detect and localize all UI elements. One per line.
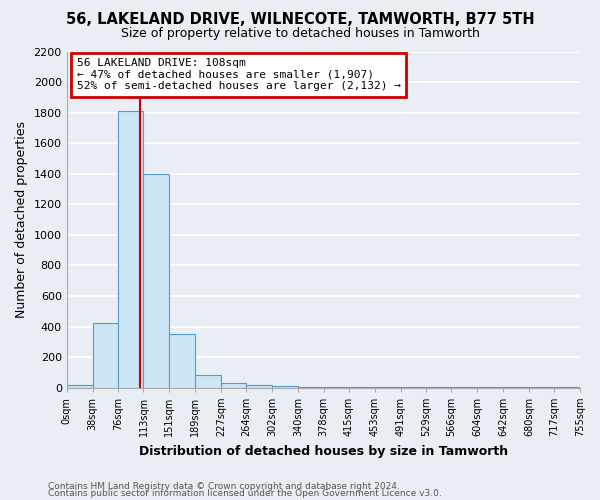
Bar bbox=[272, 386, 298, 388]
Bar bbox=[92, 322, 118, 388]
Text: 56 LAKELAND DRIVE: 108sqm
← 47% of detached houses are smaller (1,907)
52% of se: 56 LAKELAND DRIVE: 108sqm ← 47% of detac… bbox=[77, 58, 401, 92]
Bar bbox=[246, 386, 272, 388]
Text: Contains public sector information licensed under the Open Government Licence v3: Contains public sector information licen… bbox=[48, 490, 442, 498]
Bar bbox=[195, 376, 221, 388]
X-axis label: Distribution of detached houses by size in Tamworth: Distribution of detached houses by size … bbox=[139, 444, 508, 458]
Text: Size of property relative to detached houses in Tamworth: Size of property relative to detached ho… bbox=[121, 28, 479, 40]
Bar bbox=[143, 174, 169, 388]
Bar bbox=[221, 383, 246, 388]
Text: Contains HM Land Registry data © Crown copyright and database right 2024.: Contains HM Land Registry data © Crown c… bbox=[48, 482, 400, 491]
Bar bbox=[67, 384, 92, 388]
Y-axis label: Number of detached properties: Number of detached properties bbox=[15, 121, 28, 318]
Bar bbox=[169, 334, 195, 388]
Bar bbox=[298, 387, 323, 388]
Text: 56, LAKELAND DRIVE, WILNECOTE, TAMWORTH, B77 5TH: 56, LAKELAND DRIVE, WILNECOTE, TAMWORTH,… bbox=[65, 12, 535, 28]
Bar bbox=[118, 111, 143, 388]
